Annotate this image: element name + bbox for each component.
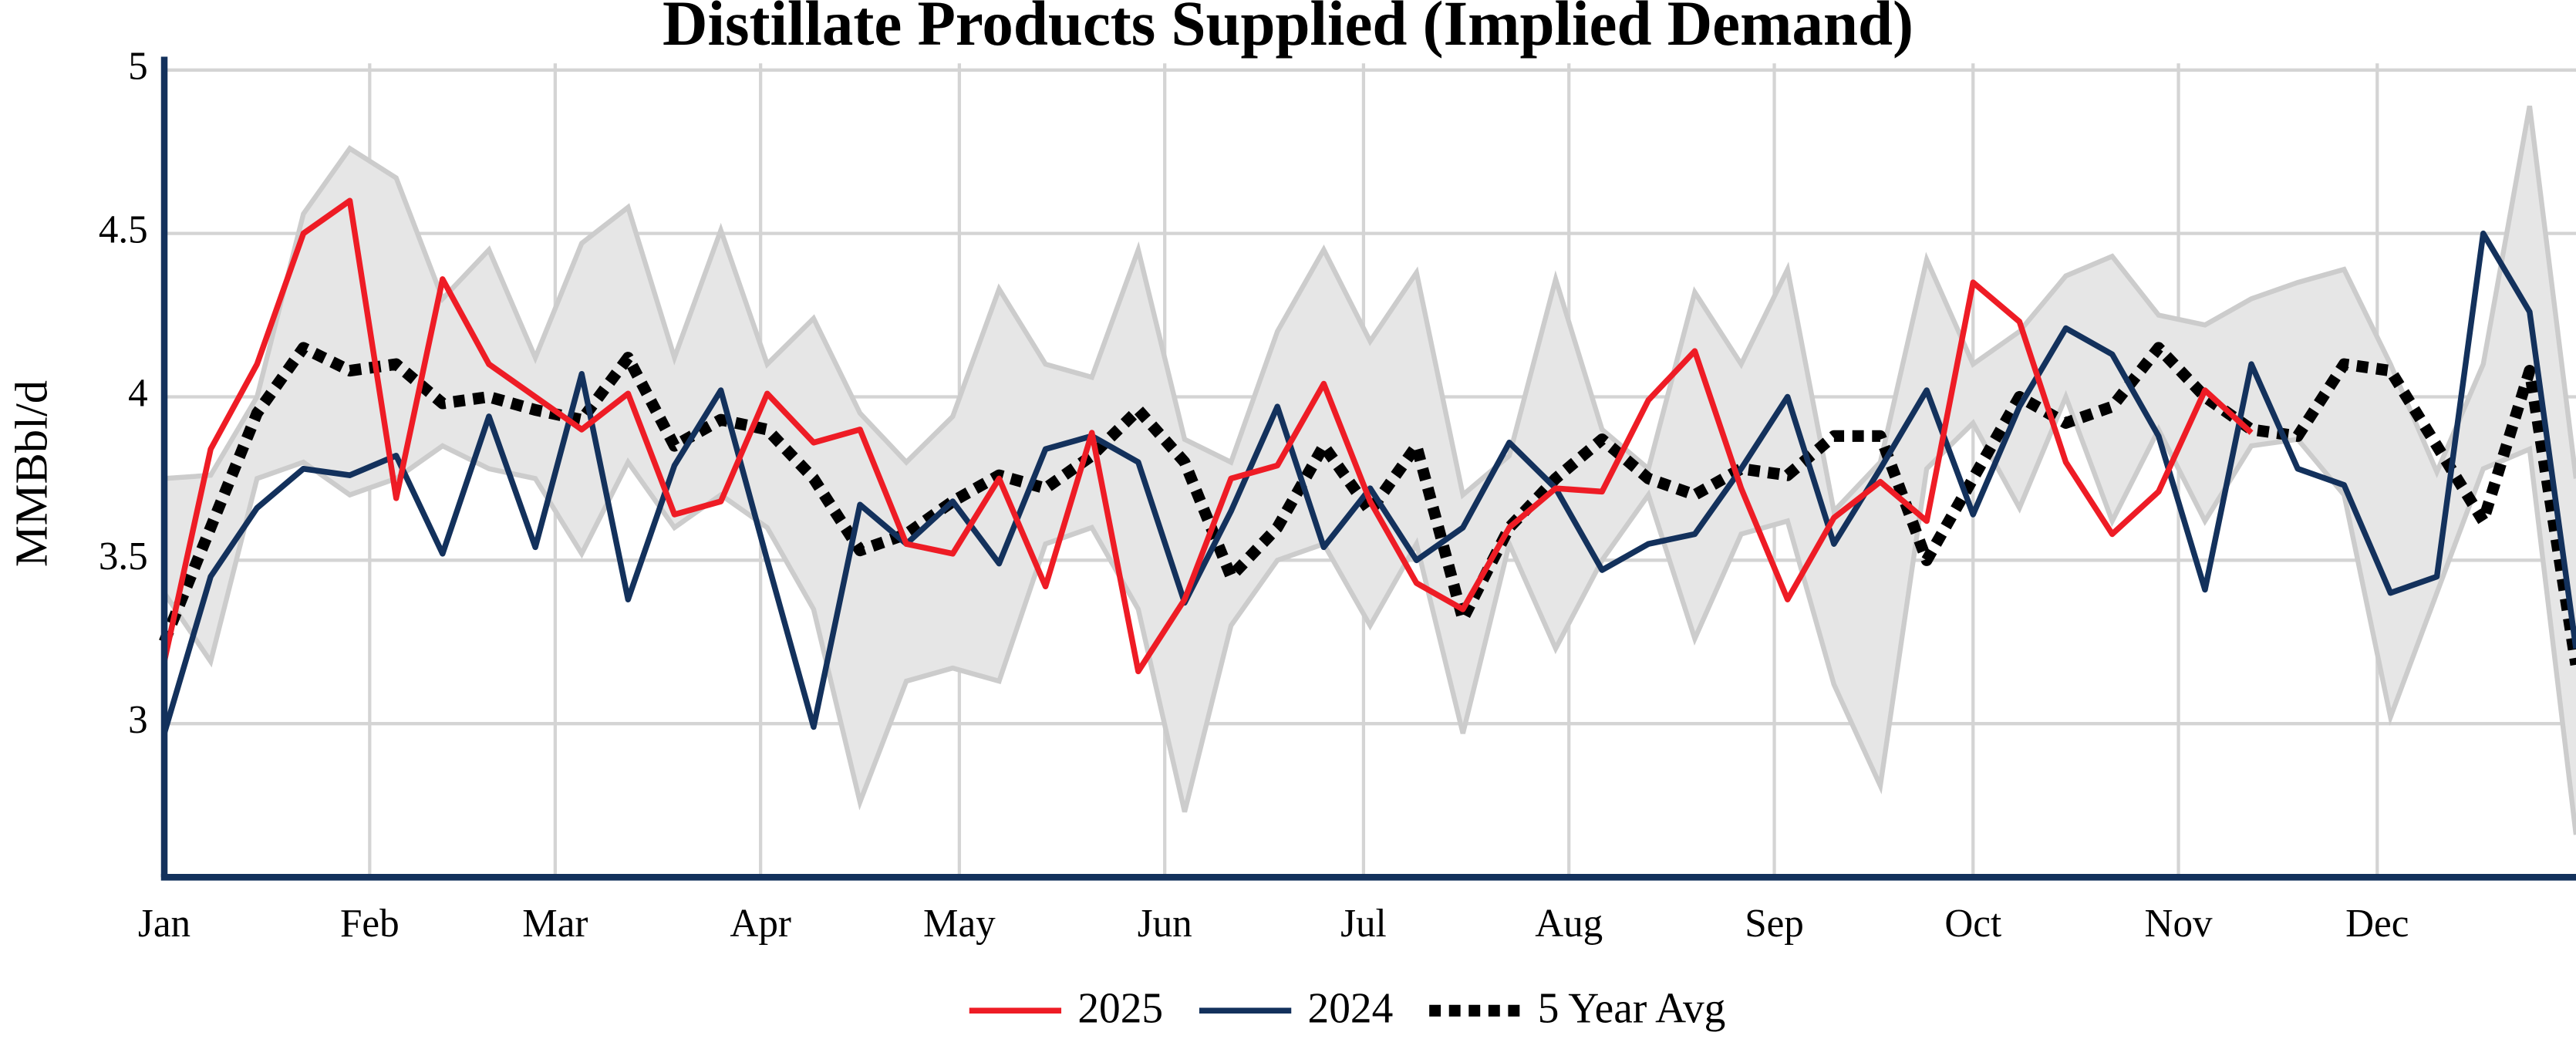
legend-label: 2025	[1077, 984, 1163, 1032]
x-tick-label: Nov	[2145, 902, 2213, 946]
y-tick-label: 4.5	[99, 207, 148, 251]
series-line	[159, 342, 2576, 666]
x-tick-label: Sep	[1745, 902, 1804, 946]
y-tick-label: 4	[128, 371, 148, 415]
y-tick-label: 3.5	[99, 535, 148, 578]
x-tick-label: Apr	[730, 902, 791, 946]
y-tick-label: 5	[128, 44, 148, 88]
range-high	[164, 105, 2576, 517]
x-tick-label: May	[923, 902, 996, 946]
legend-label: 5 Year Avg	[1538, 984, 1726, 1032]
series-line	[161, 230, 2576, 734]
x-tick-label: Jun	[1138, 902, 1192, 946]
y-tick-label: 3	[128, 698, 148, 742]
x-tick-label: Jul	[1340, 902, 1387, 946]
legend-label: 2024	[1308, 984, 1394, 1032]
range-band	[164, 106, 2576, 835]
legend: 2025 2024 5 Year Avg	[969, 984, 1726, 1032]
chart-title: Distillate Products Supplied (Implied De…	[663, 0, 1913, 59]
x-tick-label: Jan	[138, 902, 191, 946]
x-tick-label: Mar	[522, 902, 588, 946]
x-tick-label: Oct	[1944, 902, 2001, 946]
x-tick-label: Feb	[340, 902, 400, 946]
x-tick-label: Dec	[2345, 902, 2409, 946]
y-axis-label: MMBbl/d	[5, 380, 56, 567]
x-tick-label: Aug	[1535, 902, 1603, 946]
series-line	[161, 197, 2254, 675]
